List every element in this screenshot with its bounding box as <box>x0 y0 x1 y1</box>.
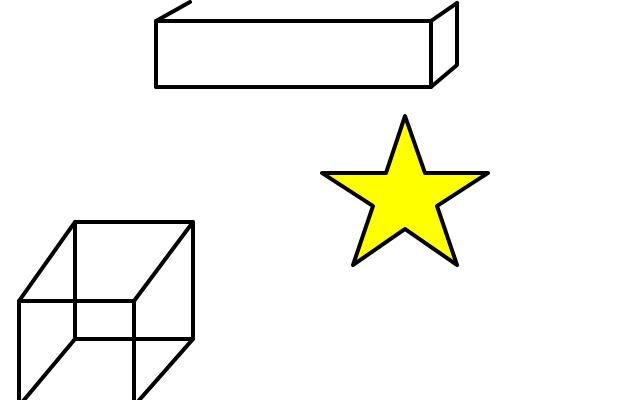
prism-front-face <box>154 19 433 89</box>
star-shape <box>320 114 490 267</box>
prism-top-edges <box>154 0 459 23</box>
cube-back-face <box>73 220 195 341</box>
prism-side-edges <box>429 1 459 89</box>
rectangular-prism <box>154 0 459 89</box>
cube-connecting-edges <box>17 220 195 400</box>
wireframe-cube <box>17 220 195 400</box>
